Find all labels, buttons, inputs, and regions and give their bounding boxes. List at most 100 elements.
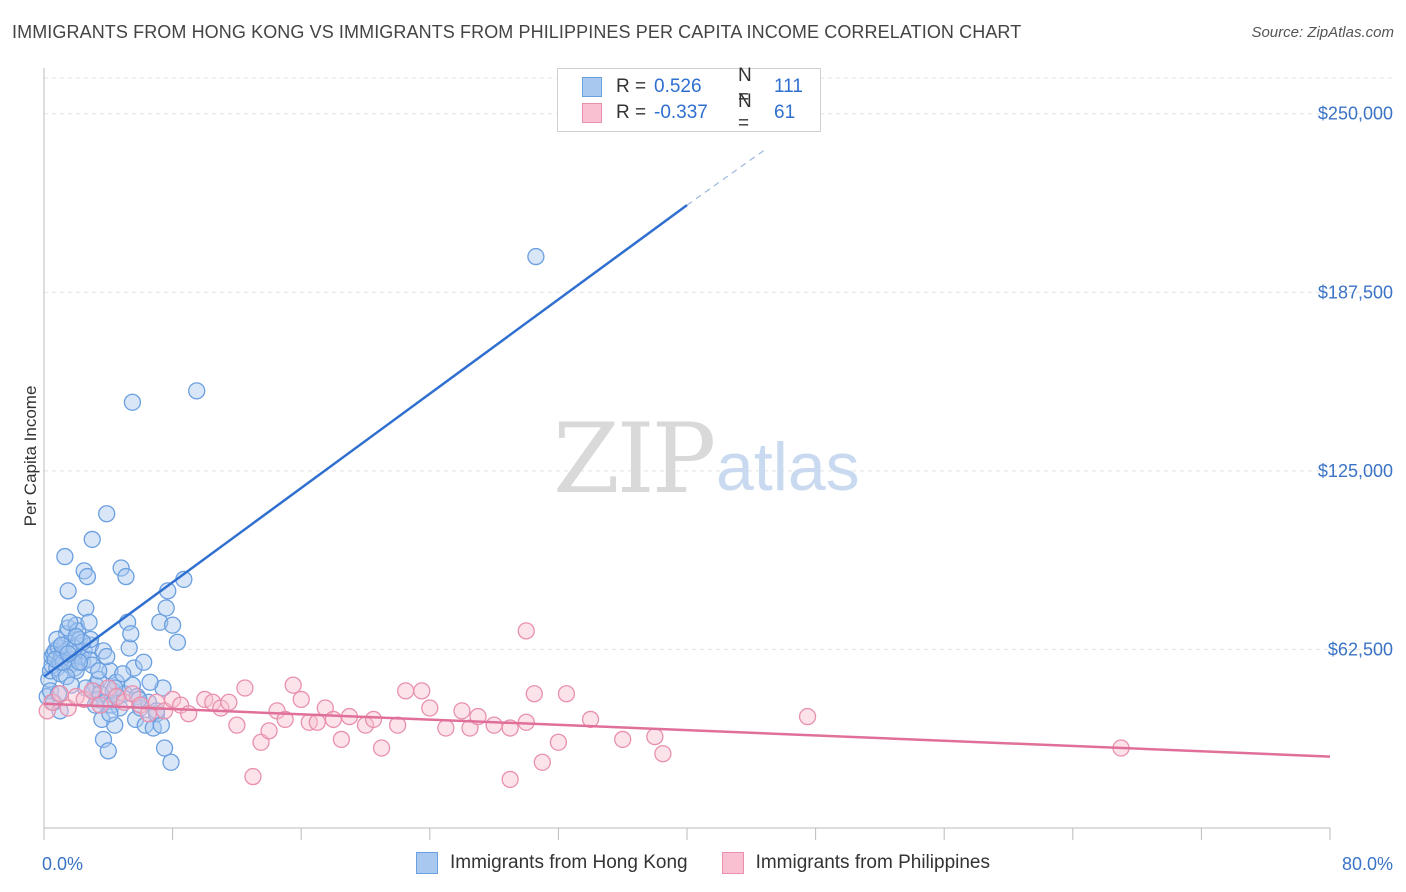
data-point-philippines: [83, 682, 101, 700]
y-tick-label: $62,500: [1328, 639, 1393, 659]
watermark-atlas: atlas: [716, 429, 860, 505]
legend-r-value: -0.337: [654, 102, 708, 123]
data-point-hong-kong: [135, 653, 153, 671]
data-point-philippines: [501, 770, 519, 789]
data-point-philippines: [413, 682, 431, 700]
data-point-hong-kong: [106, 679, 124, 697]
legend-swatch-philippines: [582, 103, 602, 123]
data-point-philippines: [646, 727, 664, 746]
data-point-hong-kong: [98, 647, 116, 666]
data-point-philippines: [397, 682, 415, 700]
trend-lines: [43, 147, 1331, 758]
data-point-hong-kong: [123, 393, 142, 411]
data-point-hong-kong: [112, 559, 130, 577]
bottom-legend-swatch-hong-kong: [415, 852, 438, 874]
data-point-philippines: [557, 685, 576, 703]
data-point-hong-kong: [67, 627, 85, 646]
data-point-hong-kong: [155, 739, 174, 757]
data-point-philippines: [244, 767, 262, 786]
trend-line-philippines: [43, 702, 1331, 758]
bottom-legend: Immigrants from Hong Kong Immigrants fro…: [0, 852, 1406, 874]
data-point-hong-kong: [120, 639, 138, 657]
data-point-hong-kong: [141, 673, 159, 691]
data-point-philippines: [798, 707, 817, 726]
data-point-hong-kong: [188, 382, 206, 400]
data-point-philippines: [276, 710, 294, 729]
data-point-philippines: [437, 719, 455, 737]
watermark: ZIP atlas: [553, 403, 860, 515]
data-point-hong-kong: [59, 582, 77, 600]
legend-n-value: 61: [774, 102, 796, 123]
data-point-philippines: [284, 676, 302, 694]
bottom-legend-label-philippines: Immigrants from Philippines: [755, 852, 990, 873]
data-point-philippines: [236, 679, 254, 697]
data-point-hong-kong: [83, 530, 101, 549]
data-point-philippines: [308, 713, 326, 731]
data-point-hong-kong: [90, 662, 108, 680]
data-point-hong-kong: [152, 716, 170, 734]
legend-r-value: 0.526: [654, 76, 702, 97]
legend-row-philippines: R = -0.337 N = 61: [582, 91, 796, 134]
data-point-hong-kong: [53, 636, 71, 654]
data-point-philippines: [180, 705, 198, 723]
chart-title: IMMIGRANTS FROM HONG KONG VS IMMIGRANTS …: [12, 22, 1022, 42]
data-point-hong-kong: [162, 753, 180, 771]
data-point-philippines: [51, 685, 69, 703]
watermark-zip: ZIP: [553, 403, 714, 515]
y-axis-label: Per Capita Income: [21, 386, 40, 527]
data-point-philippines: [372, 739, 391, 757]
data-point-philippines: [324, 710, 343, 729]
data-points: [38, 247, 1130, 789]
x-tick-label: 0.0%: [42, 854, 83, 874]
y-tick-label: $250,000: [1318, 104, 1393, 124]
data-point-hong-kong: [99, 742, 117, 760]
data-point-philippines: [228, 716, 246, 734]
data-point-hong-kong: [122, 625, 140, 643]
data-point-philippines: [654, 745, 672, 763]
trend-line-hong-kong: [43, 204, 688, 678]
data-point-philippines: [453, 702, 471, 720]
bottom-legend-label-hong-kong: Immigrants from Hong Kong: [449, 852, 688, 873]
data-point-philippines: [525, 685, 543, 703]
data-point-hong-kong: [98, 505, 116, 523]
data-point-hong-kong: [157, 599, 175, 617]
data-point-philippines: [332, 730, 351, 749]
data-point-hong-kong: [117, 567, 135, 586]
legend-r-label: R =: [616, 102, 647, 123]
data-point-hong-kong: [77, 599, 95, 617]
gridlines: [44, 77, 1395, 650]
data-point-hong-kong: [151, 613, 169, 631]
legend-n-value: 111: [774, 76, 803, 97]
data-point-philippines: [614, 730, 632, 749]
legend: R = 0.526 N = 111 R = -0.337 N = 61: [557, 65, 821, 134]
data-point-philippines: [220, 693, 238, 711]
data-point-hong-kong: [78, 567, 97, 586]
data-point-hong-kong: [80, 613, 98, 631]
data-point-philippines: [549, 733, 568, 751]
data-point-hong-kong: [61, 613, 79, 631]
legend-row-hong-kong: R = 0.526 N = 111: [582, 65, 803, 108]
legend-swatch-hong-kong: [582, 77, 602, 97]
data-point-philippines: [517, 622, 535, 640]
legend-n-label: N =: [738, 91, 752, 134]
y-tick-label: $187,500: [1318, 282, 1393, 302]
data-point-philippines: [260, 722, 278, 740]
y-tick-label: $125,000: [1318, 461, 1393, 481]
data-point-hong-kong: [163, 616, 182, 634]
data-point-philippines: [421, 699, 439, 717]
bottom-legend-item-philippines: Immigrants from Philippines: [721, 852, 990, 874]
data-point-philippines: [485, 716, 503, 734]
data-point-hong-kong: [168, 633, 187, 651]
trend-line-hong-kong-extension: [686, 147, 768, 206]
data-point-hong-kong: [56, 547, 74, 566]
data-point-hong-kong: [527, 247, 545, 266]
data-point-philippines: [292, 690, 310, 709]
source-label: Source: ZipAtlas.com: [1251, 24, 1394, 41]
data-point-hong-kong: [57, 667, 76, 686]
axis-labels: $62,500 $125,000 $187,500 $250,000 0.0% 80.0%: [42, 104, 1393, 874]
legend-r-label: R =: [616, 76, 647, 97]
bottom-legend-item-hong-kong: Immigrants from Hong Kong: [415, 852, 688, 874]
data-point-hong-kong: [114, 665, 132, 683]
axes: [43, 68, 1331, 840]
